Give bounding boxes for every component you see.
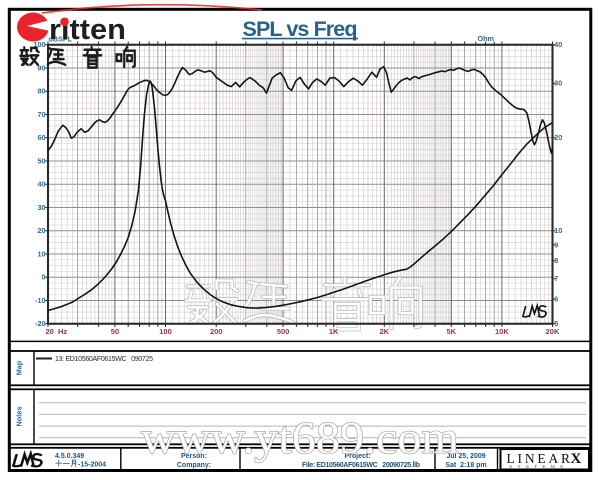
svg-text:20 Hz: 20 Hz [46, 327, 68, 336]
svg-text:90: 90 [38, 63, 46, 72]
svg-text:10: 10 [554, 226, 562, 235]
svg-text:30: 30 [554, 79, 562, 88]
svg-text:40: 40 [38, 180, 46, 189]
svg-text:-10: -10 [35, 296, 45, 305]
svg-text:1K: 1K [329, 327, 339, 336]
svg-text:100: 100 [159, 327, 172, 336]
svg-text:File: ED10560AF0615WC 200907: File: ED10560AF0615WC 20090725.llb [302, 462, 420, 469]
svg-text:Ohm: Ohm [478, 34, 494, 43]
svg-text:7: 7 [554, 274, 558, 283]
svg-text:LINEAR: LINEAR [507, 451, 573, 466]
svg-text:9: 9 [554, 240, 558, 249]
svg-text:8: 8 [554, 256, 558, 265]
svg-text:5K: 5K [447, 327, 457, 336]
svg-text:dBSPL: dBSPL [49, 35, 73, 44]
svg-text:20K: 20K [546, 327, 560, 336]
svg-text:10K: 10K [495, 327, 509, 336]
svg-text:0: 0 [42, 273, 46, 282]
svg-text:Person:: Person: [181, 453, 207, 460]
svg-text:20: 20 [554, 133, 562, 142]
svg-text:SPL vs Freq: SPL vs Freq [243, 17, 358, 41]
svg-text:70: 70 [38, 110, 46, 119]
svg-text:20: 20 [38, 226, 46, 235]
svg-text:-15-2004: -15-2004 [78, 462, 106, 469]
svg-text:100: 100 [34, 40, 46, 49]
svg-text:www.yt689.com: www.yt689.com [141, 412, 459, 463]
svg-text:Project:: Project: [344, 453, 370, 460]
svg-text:5: 5 [554, 319, 558, 328]
svg-text:Sat 2:18 pm: Sat 2:18 pm [445, 462, 486, 469]
svg-text:Jul 25, 2009: Jul 25, 2009 [446, 453, 485, 460]
svg-text:60: 60 [38, 133, 46, 142]
svg-text:500: 500 [277, 327, 290, 336]
svg-text:50: 50 [38, 156, 46, 165]
svg-text:Company:: Company: [177, 462, 211, 469]
svg-text:50: 50 [111, 327, 119, 336]
svg-text:13: ED10560AF0615WC 090725: 13: ED10560AF0615WC 090725 [55, 356, 153, 363]
svg-text:2K: 2K [380, 327, 390, 336]
svg-text:ritten: ritten [49, 14, 126, 46]
svg-text:30: 30 [38, 203, 46, 212]
svg-text:-20: -20 [35, 319, 45, 328]
svg-text:6: 6 [554, 295, 558, 304]
svg-text:10: 10 [38, 249, 46, 258]
svg-text:200: 200 [210, 327, 223, 336]
svg-text:Map: Map [15, 360, 24, 375]
svg-text:4.5.0.349: 4.5.0.349 [55, 453, 84, 460]
svg-text:X: X [571, 451, 582, 467]
svg-text:80: 80 [38, 87, 46, 96]
svg-text:40: 40 [554, 40, 562, 49]
svg-text:Notes: Notes [15, 407, 24, 427]
svg-text:SYSTEMS: SYSTEMS [509, 464, 568, 470]
